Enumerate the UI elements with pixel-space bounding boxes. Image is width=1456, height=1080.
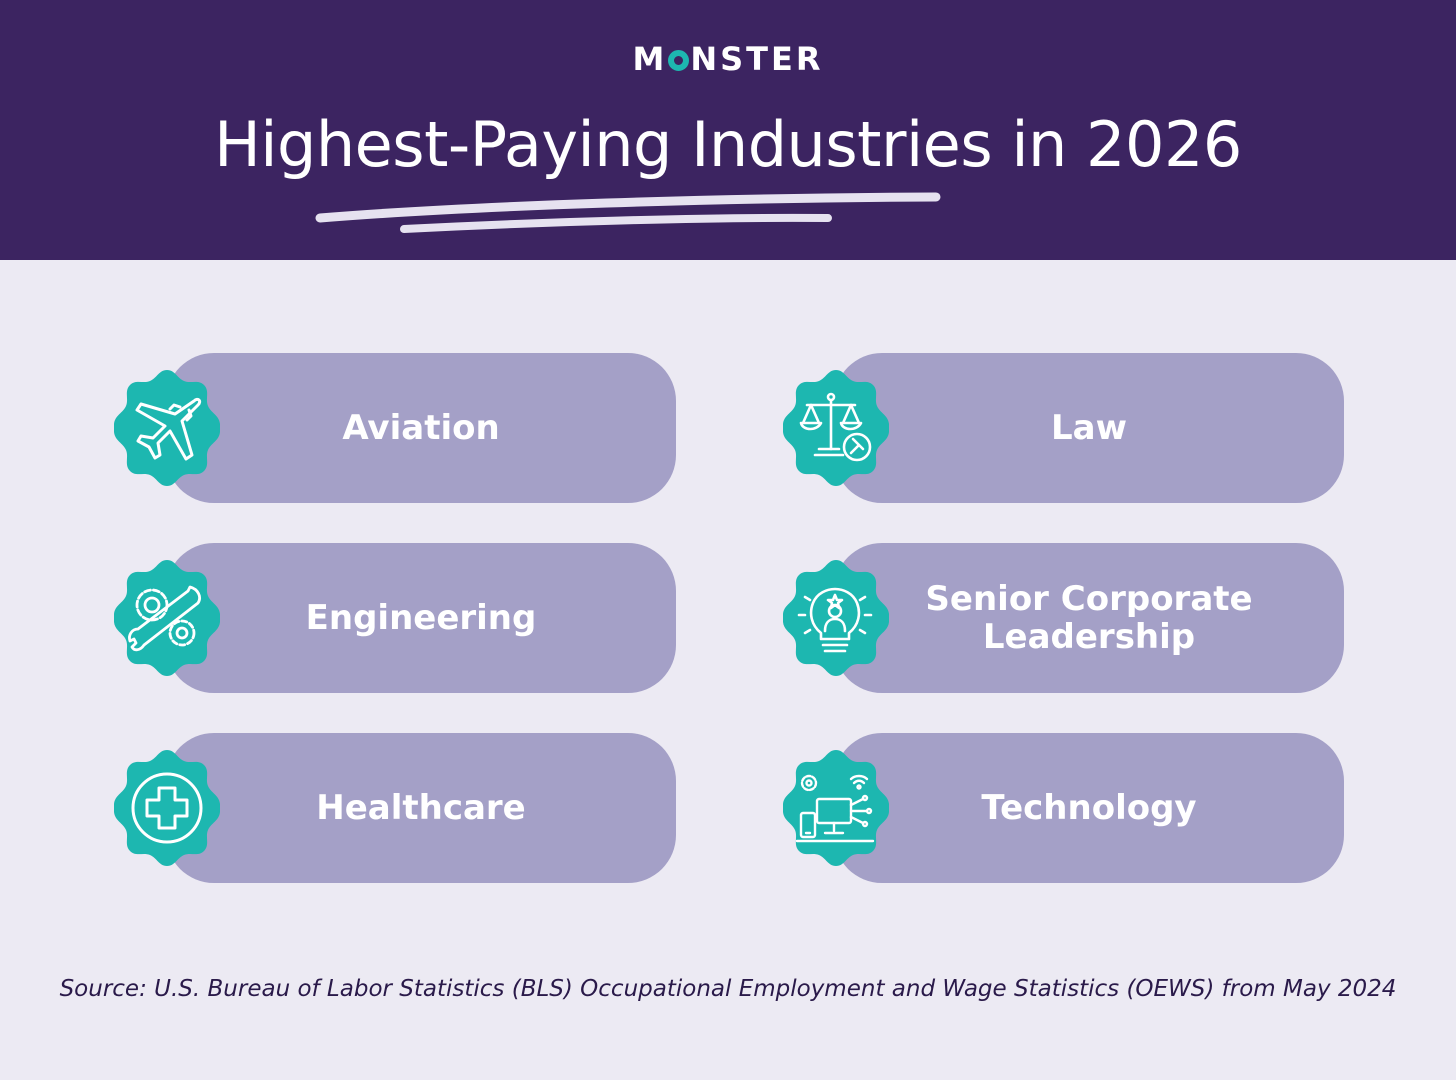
industry-card-healthcare: Healthcare [166, 733, 676, 883]
industry-label: Senior Corporate Leadership [925, 579, 1253, 657]
airplane-icon [114, 370, 220, 486]
industry-card-aviation: Aviation [166, 353, 676, 503]
industry-label: Law [1050, 408, 1128, 448]
medical-cross-icon [114, 750, 220, 866]
industry-label: Technology [981, 788, 1197, 828]
industry-label: Aviation [342, 408, 500, 448]
page-title: Highest-Paying Industries in 2026 [214, 108, 1242, 181]
industry-card-law: Law [834, 353, 1344, 503]
logo-text-right: NSTER [690, 40, 824, 78]
industry-label: Engineering [305, 598, 537, 638]
monster-logo: M NSTER [0, 40, 1456, 78]
industry-label: Healthcare [316, 788, 526, 828]
devices-network-icon [783, 750, 889, 866]
header-banner: M NSTER Highest-Paying Industries in 2026 [0, 0, 1456, 260]
logo-o-ring-icon [668, 50, 690, 71]
lightbulb-leader-icon [783, 560, 889, 676]
industry-card-engineering: Engineering [166, 543, 676, 693]
title-underline-swoosh [315, 192, 941, 233]
industry-card-technology: Technology [834, 733, 1344, 883]
scales-of-justice-icon [783, 370, 889, 486]
gear-wrench-icon [114, 560, 220, 676]
source-citation: Source: U.S. Bureau of Labor Statistics … [59, 976, 1397, 1002]
logo-text-left: M [632, 40, 668, 78]
industry-card-senior-corporate-leadership: Senior Corporate Leadership [834, 543, 1344, 693]
